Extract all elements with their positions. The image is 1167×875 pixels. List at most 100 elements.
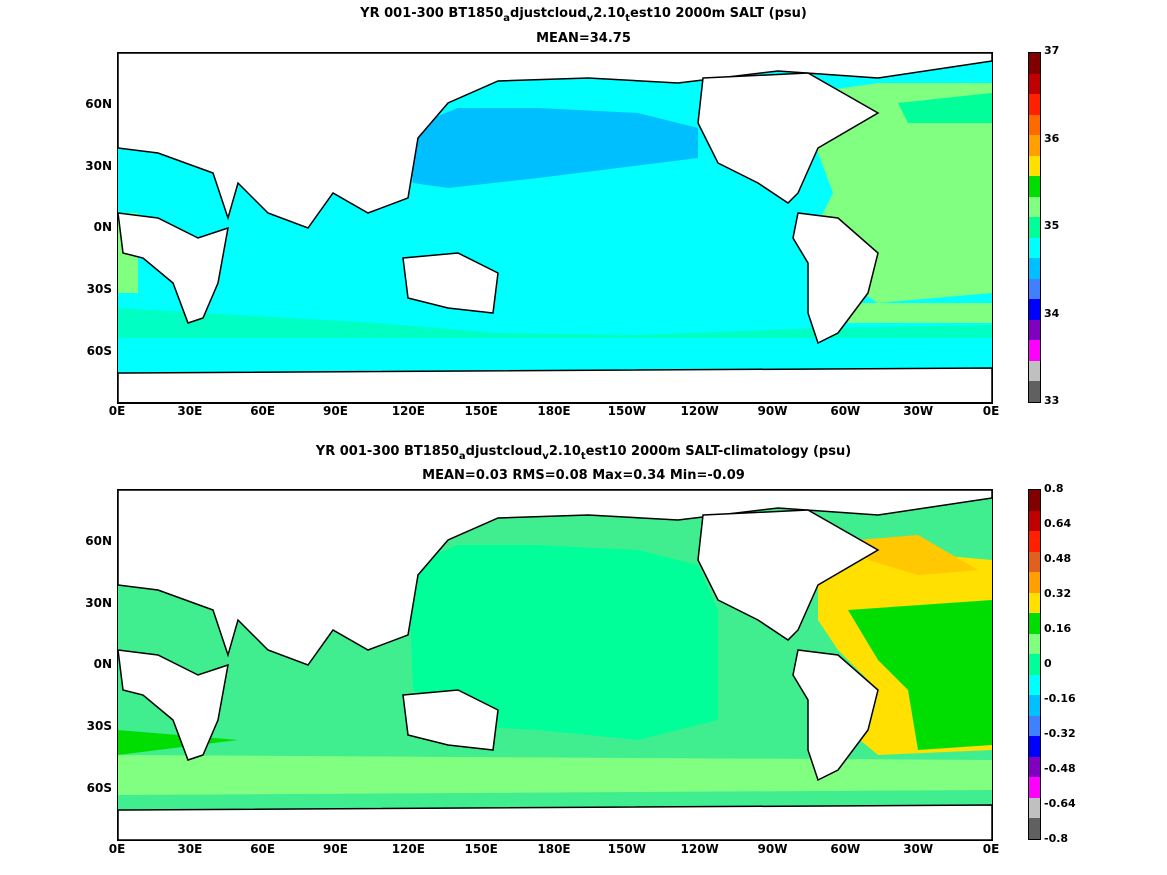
colorbar-segment bbox=[1029, 674, 1040, 696]
lat-label-30n: 30N bbox=[85, 596, 112, 610]
colorbar-segment bbox=[1029, 299, 1040, 320]
lat-label-60s: 60S bbox=[86, 344, 112, 358]
southern-ocean-band bbox=[118, 755, 992, 795]
lat-label-60s: 60S bbox=[86, 781, 112, 795]
eurasia-north-africa bbox=[118, 490, 992, 666]
cb2-label: -0.64 bbox=[1044, 797, 1076, 810]
lon-label: 0E bbox=[108, 404, 126, 418]
southern-band bbox=[118, 308, 992, 338]
antarctica bbox=[118, 367, 992, 403]
lon-label: 30W bbox=[903, 842, 934, 856]
cb2-label: 0.16 bbox=[1044, 622, 1072, 635]
lon-label: 60E bbox=[250, 842, 276, 856]
cb1-label-36: 36 bbox=[1044, 132, 1060, 145]
north-america bbox=[697, 509, 880, 641]
cb2-label: 0.64 bbox=[1044, 517, 1072, 530]
colorbar-segment bbox=[1029, 572, 1040, 593]
colorbar-segment bbox=[1029, 510, 1040, 532]
cb2-label: -0.32 bbox=[1044, 727, 1076, 740]
colorbar-segment bbox=[1029, 176, 1040, 197]
colorbar-segment bbox=[1029, 777, 1040, 798]
lat-label-30s: 30S bbox=[86, 282, 112, 296]
colorbar-segment bbox=[1029, 818, 1040, 839]
colorbar-segment bbox=[1029, 278, 1040, 300]
lon-label: 120E bbox=[391, 842, 425, 856]
lon-label: 90W bbox=[757, 842, 788, 856]
lon-label: 0E bbox=[108, 842, 126, 856]
cb2-label: -0.16 bbox=[1044, 692, 1076, 705]
lon-label: 60E bbox=[250, 404, 276, 418]
lon-label: 120W bbox=[680, 842, 719, 856]
lat-label-60n: 60N bbox=[85, 534, 112, 548]
colorbar-segment bbox=[1029, 53, 1040, 74]
africa-south bbox=[118, 649, 229, 761]
colorbar-segment bbox=[1029, 155, 1040, 177]
south-america bbox=[792, 649, 879, 782]
colorbar-segment bbox=[1029, 114, 1040, 136]
colorbar-segment bbox=[1029, 551, 1040, 573]
cb2-label: 0.32 bbox=[1044, 587, 1072, 600]
lon-label: 60W bbox=[830, 404, 861, 418]
panel1-subtitle: MEAN=34.75 bbox=[536, 31, 631, 46]
pacific-region bbox=[408, 545, 718, 740]
lon-label: 30E bbox=[177, 842, 203, 856]
cb2-label: 0.8 bbox=[1044, 482, 1064, 495]
lat-label-0n: 0N bbox=[93, 220, 112, 234]
north-america bbox=[697, 72, 880, 204]
colorbar-segment bbox=[1029, 196, 1040, 218]
colorbar-segment bbox=[1029, 695, 1040, 716]
lon-label: 120W bbox=[680, 404, 719, 418]
australia bbox=[402, 252, 499, 314]
cb1-label-37: 37 bbox=[1044, 44, 1060, 57]
colorbar-segment bbox=[1029, 490, 1040, 511]
colorbar-segment bbox=[1029, 633, 1040, 655]
salt-anomaly-map bbox=[117, 489, 993, 841]
colorbar-segment bbox=[1029, 319, 1040, 341]
lon-label: 120E bbox=[391, 404, 425, 418]
colorbar-segment bbox=[1029, 237, 1040, 259]
lon-label: 150E bbox=[464, 404, 498, 418]
south-indian-band bbox=[118, 730, 238, 755]
lon-label: 90W bbox=[757, 404, 788, 418]
colorbar-segment bbox=[1029, 654, 1040, 675]
lat-label-60n: 60N bbox=[85, 97, 112, 111]
lon-label: 30E bbox=[177, 404, 203, 418]
colorbar-segment bbox=[1029, 736, 1040, 757]
lon-label: 150E bbox=[464, 842, 498, 856]
salt-map bbox=[117, 52, 993, 404]
colorbar-segment bbox=[1029, 381, 1040, 402]
south-atlantic-band bbox=[848, 303, 992, 323]
colorbar-segment bbox=[1029, 797, 1040, 819]
panel1-title: YR 001-300 BT1850adjustcloudv2.10test10 … bbox=[360, 6, 807, 24]
colorbar-segment bbox=[1029, 258, 1040, 279]
lon-label: 90E bbox=[323, 842, 348, 856]
lon-label: 30W bbox=[903, 404, 934, 418]
atlantic-anomaly-mid bbox=[848, 600, 992, 750]
lon-label: 90E bbox=[323, 404, 348, 418]
cb2-label: -0.8 bbox=[1044, 832, 1069, 845]
colorbar-segment bbox=[1029, 340, 1040, 361]
lon-label: 0E bbox=[982, 404, 1000, 418]
lon-label: 150W bbox=[607, 842, 646, 856]
lon-label: 60W bbox=[830, 842, 861, 856]
colorbar-segment bbox=[1029, 360, 1040, 382]
eurasia-north-africa bbox=[118, 53, 992, 229]
colorbar-segment bbox=[1029, 73, 1040, 95]
panel2-title: YR 001-300 BT1850adjustcloudv2.10test10 … bbox=[315, 444, 852, 462]
cb1-label-33: 33 bbox=[1044, 394, 1060, 407]
lon-label: 180E bbox=[537, 404, 571, 418]
north-atlantic-anomaly bbox=[858, 535, 978, 575]
south-america bbox=[792, 212, 879, 345]
colorbar-segment bbox=[1029, 217, 1040, 238]
australia bbox=[402, 689, 499, 751]
lon-label: 180E bbox=[537, 842, 571, 856]
antarctica bbox=[118, 804, 992, 840]
colorbar-segment bbox=[1029, 592, 1040, 614]
colorbar-segment bbox=[1029, 756, 1040, 778]
north-pacific-region bbox=[408, 108, 698, 188]
lat-label-30n: 30N bbox=[85, 159, 112, 173]
africa-south bbox=[118, 212, 229, 324]
colorbar-salt bbox=[1028, 52, 1041, 403]
cb2-label: 0.48 bbox=[1044, 552, 1072, 565]
colorbar-segment bbox=[1029, 135, 1040, 156]
